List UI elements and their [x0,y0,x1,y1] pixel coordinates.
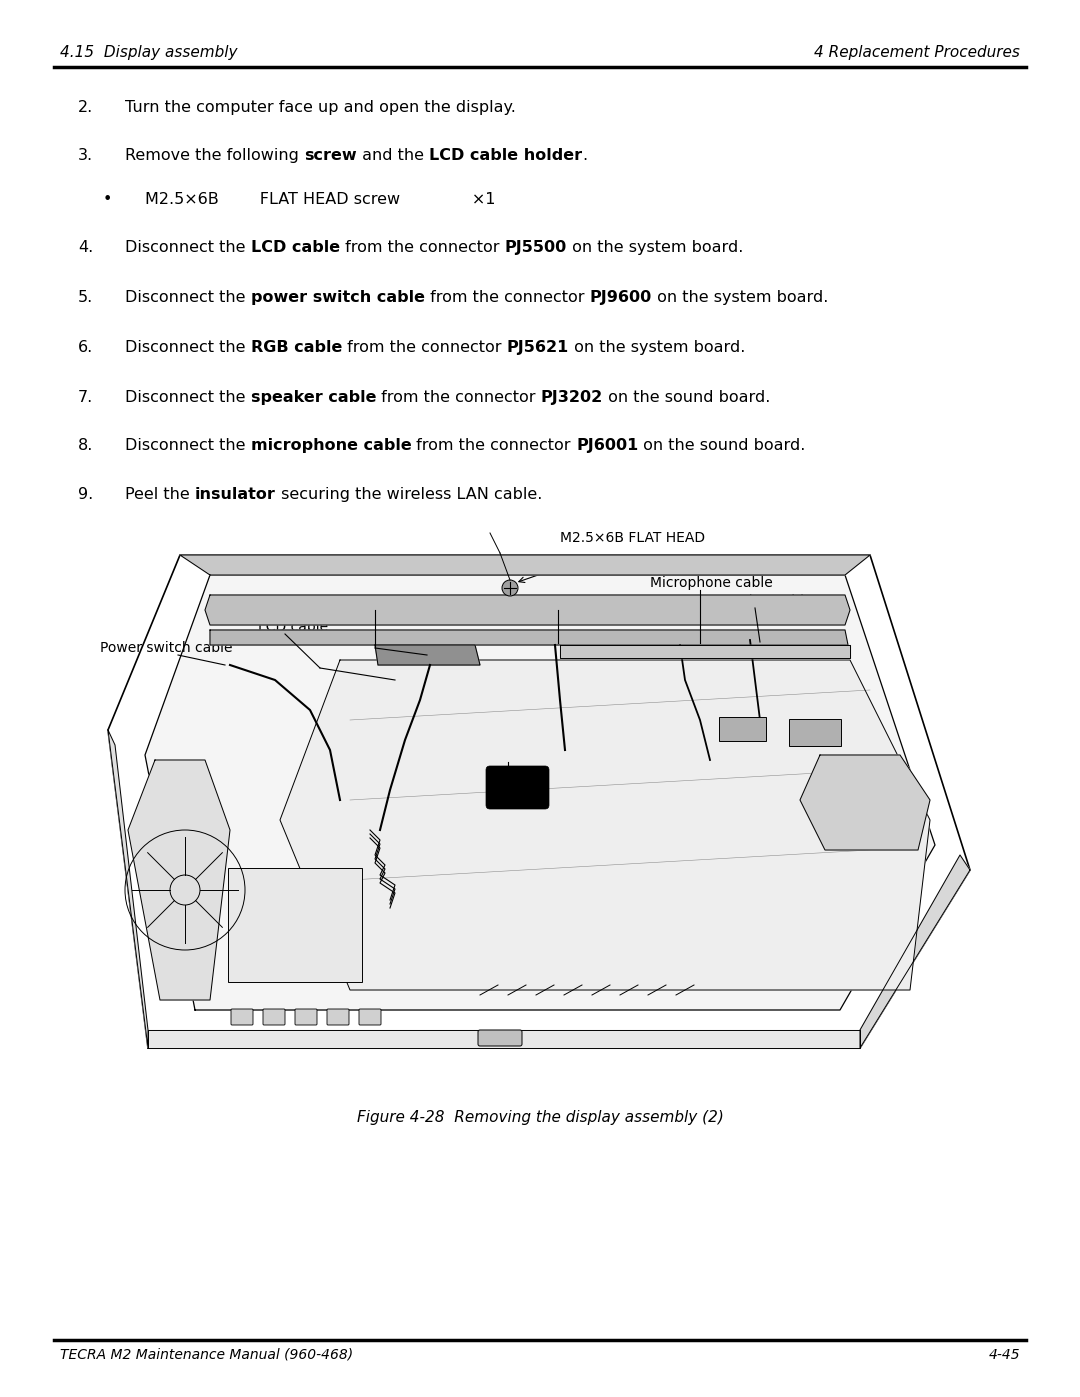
Text: Disconnect the: Disconnect the [125,240,251,256]
FancyBboxPatch shape [231,1009,253,1025]
Text: securing the wireless LAN cable.: securing the wireless LAN cable. [275,488,542,502]
Polygon shape [375,645,480,665]
Text: 7.: 7. [78,390,93,405]
Text: Insulator: Insulator [478,747,539,761]
Text: from the connector: from the connector [411,439,576,453]
FancyBboxPatch shape [295,1009,318,1025]
FancyBboxPatch shape [359,1009,381,1025]
Text: Disconnect the: Disconnect the [125,339,251,355]
Polygon shape [108,731,148,1048]
Text: PJ3202: PJ3202 [541,390,603,405]
Text: Figure 4-28  Removing the display assembly (2): Figure 4-28 Removing the display assembl… [356,1111,724,1125]
Text: Remove the following: Remove the following [125,148,303,163]
Text: 5.: 5. [78,291,93,305]
Text: 4.: 4. [78,240,93,256]
FancyBboxPatch shape [486,766,549,809]
FancyBboxPatch shape [264,1009,285,1025]
Text: Disconnect the: Disconnect the [125,291,251,305]
Text: 4.15  Display assembly: 4.15 Display assembly [60,45,238,60]
Text: PJ5500: PJ5500 [504,240,567,256]
Text: on the system board.: on the system board. [651,291,828,305]
Text: from the connector: from the connector [376,390,541,405]
FancyBboxPatch shape [327,1009,349,1025]
Text: and the: and the [356,148,429,163]
Text: 9.: 9. [78,488,93,502]
Text: LCD cable holder: LCD cable holder [429,148,582,163]
Text: 8.: 8. [78,439,93,453]
Text: TECRA M2 Maintenance Manual (960-468): TECRA M2 Maintenance Manual (960-468) [60,1348,353,1362]
Text: 6.: 6. [78,339,93,355]
Polygon shape [180,555,870,576]
Text: Speaker cable: Speaker cable [714,594,812,608]
Text: PJ5621: PJ5621 [507,339,569,355]
Text: microphone cable: microphone cable [251,439,411,453]
Text: •: • [103,191,112,207]
Text: Disconnect the: Disconnect the [125,390,251,405]
Text: insulator: insulator [194,488,275,502]
Text: on the system board.: on the system board. [569,339,745,355]
FancyBboxPatch shape [719,717,766,740]
Circle shape [502,580,518,597]
Text: RGB cable: RGB cable [251,339,342,355]
Text: power switch cable: power switch cable [251,291,424,305]
Text: on the system board.: on the system board. [567,240,743,256]
Text: 4-45: 4-45 [988,1348,1020,1362]
Text: Power switch cable: Power switch cable [100,641,232,655]
Polygon shape [800,754,930,849]
FancyBboxPatch shape [478,1030,522,1046]
Text: speaker cable: speaker cable [251,390,376,405]
Polygon shape [145,576,935,1010]
Text: Turn the computer face up and open the display.: Turn the computer face up and open the d… [125,101,516,115]
Polygon shape [860,855,970,1048]
Text: M2.5×6B        FLAT HEAD screw              ×1: M2.5×6B FLAT HEAD screw ×1 [145,191,496,207]
Text: RGB cable: RGB cable [519,597,592,610]
Text: 3.: 3. [78,148,93,163]
Text: LCD cable holder: LCD cable holder [295,597,414,610]
Text: Peel the: Peel the [125,488,194,502]
Text: .: . [582,148,588,163]
Polygon shape [108,555,970,1048]
Polygon shape [205,595,850,624]
Polygon shape [280,659,930,990]
FancyBboxPatch shape [228,868,362,982]
Text: on the sound board.: on the sound board. [603,390,770,405]
Text: M2.5×6B FLAT HEAD: M2.5×6B FLAT HEAD [561,531,705,545]
Text: from the connector: from the connector [424,291,590,305]
Text: on the sound board.: on the sound board. [638,439,806,453]
Text: from the connector: from the connector [340,240,504,256]
FancyBboxPatch shape [789,719,841,746]
Text: LCD cable: LCD cable [258,620,328,634]
Text: PJ9600: PJ9600 [590,291,651,305]
Text: Microphone cable: Microphone cable [650,576,773,590]
Text: 2.: 2. [78,101,93,115]
Text: LCD cable: LCD cable [251,240,340,256]
Text: 4 Replacement Procedures: 4 Replacement Procedures [814,45,1020,60]
Polygon shape [210,630,848,645]
Text: PJ6001: PJ6001 [576,439,638,453]
Text: screw: screw [303,148,356,163]
Text: from the connector: from the connector [342,339,507,355]
Polygon shape [148,1030,860,1048]
Polygon shape [561,645,850,658]
Polygon shape [129,760,230,1000]
Text: Disconnect the: Disconnect the [125,439,251,453]
